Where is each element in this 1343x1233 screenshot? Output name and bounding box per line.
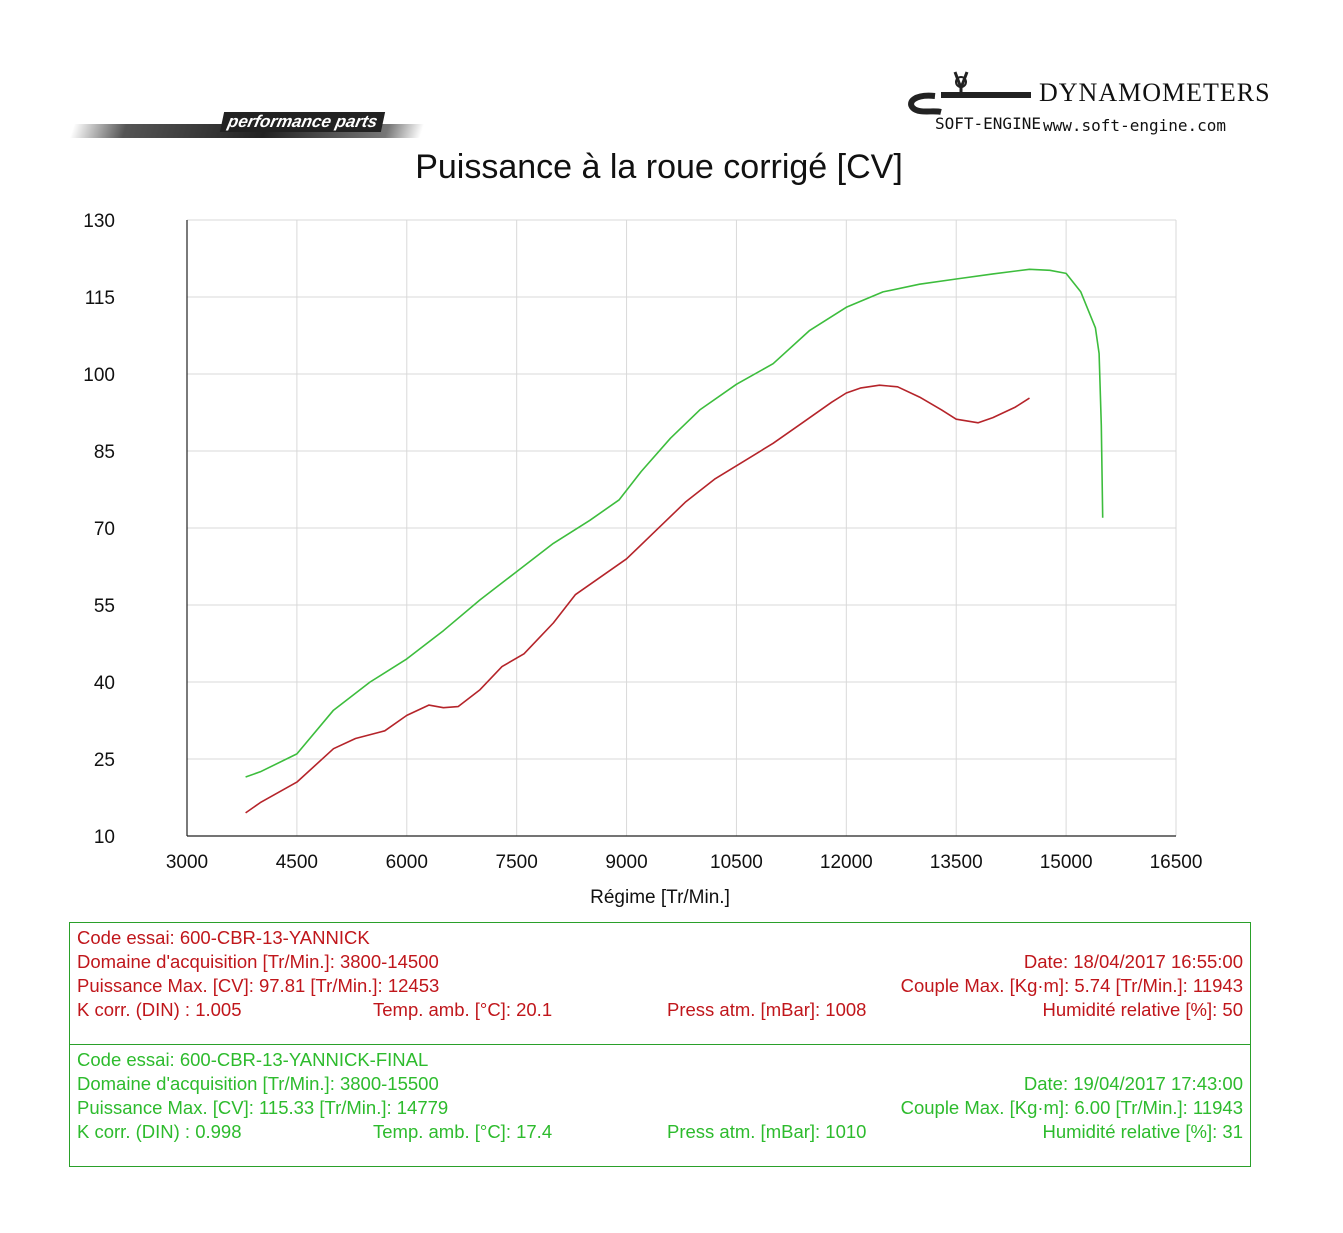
x-tick-label: 12000 xyxy=(820,852,873,873)
test-code: Code essai: 600-CBR-13-YANNICK-FINAL xyxy=(77,1049,429,1070)
brand-name: DYNAMOMETERS xyxy=(1039,78,1271,107)
power-chart: 130 115 100 85 70 55 40 25 10 3000 4500 6000 7500 90… xyxy=(83,211,1203,908)
y-tick-label: 100 xyxy=(83,365,115,386)
test-power-max: Puissance Max. [CV]: 97.81 [Tr/Min.]: 12… xyxy=(77,975,440,996)
test-power-max: Puissance Max. [CV]: 115.33 [Tr/Min.]: 1… xyxy=(77,1097,449,1118)
test-kcorr: K corr. (DIN) : 0.998 xyxy=(77,1121,242,1142)
soft-engine-brand: DYNAMOMETERS SOFT-ENGINE www.soft-engine… xyxy=(905,64,1285,144)
y-tick-label: 130 xyxy=(83,211,115,232)
test-torque-max: Couple Max. [Kg·m]: 5.74 [Tr/Min.]: 1194… xyxy=(900,975,1243,996)
test-pressure: Press atm. [mBar]: 1010 xyxy=(667,1121,867,1142)
test-domain: Domaine d'acquisition [Tr/Min.]: 3800-14… xyxy=(77,951,439,972)
brand-url: www.soft-engine.com xyxy=(1043,116,1227,135)
test-humidity: Humidité relative [%]: 50 xyxy=(1042,999,1243,1020)
test-date: Date: 18/04/2017 16:55:00 xyxy=(1023,951,1243,972)
chart-grid xyxy=(187,219,1177,836)
test-torque-max: Couple Max. [Kg·m]: 6.00 [Tr/Min.]: 1194… xyxy=(900,1097,1243,1118)
x-tick-label: 16500 xyxy=(1150,852,1203,873)
x-tick-label: 3000 xyxy=(166,852,208,873)
x-tick-label: 9000 xyxy=(605,852,647,873)
test-domain: Domaine d'acquisition [Tr/Min.]: 3800-15… xyxy=(77,1073,439,1094)
test-info-box-2: Code essai: 600-CBR-13-YANNICK-FINAL Dom… xyxy=(69,1045,1251,1167)
y-tick-labels: 130 115 100 85 70 55 40 25 10 xyxy=(83,211,115,848)
x-tick-label: 13500 xyxy=(930,852,983,873)
test-code: Code essai: 600-CBR-13-YANNICK xyxy=(77,927,370,948)
x-tick-label: 7500 xyxy=(496,852,538,873)
x-tick-label: 4500 xyxy=(276,852,318,873)
test-date: Date: 19/04/2017 17:43:00 xyxy=(1023,1073,1243,1094)
brand-logo-text: SOFT-ENGINE xyxy=(935,114,1041,133)
y-tick-label: 10 xyxy=(94,827,115,848)
y-tick-label: 25 xyxy=(94,750,115,771)
chart-axes xyxy=(186,220,1176,837)
x-tick-label: 15000 xyxy=(1040,852,1093,873)
series-line-1 xyxy=(245,384,1030,814)
x-tick-labels: 3000 4500 6000 7500 9000 10500 12000 13500 15000… xyxy=(166,852,1203,873)
test-kcorr: K corr. (DIN) : 1.005 xyxy=(77,999,242,1020)
test-info-box-1: Code essai: 600-CBR-13-YANNICK Domaine d… xyxy=(69,922,1251,1045)
test-pressure: Press atm. [mBar]: 1008 xyxy=(667,999,867,1020)
y-tick-label: 115 xyxy=(85,288,115,309)
chart-title: Puissance à la roue corrigé [CV] xyxy=(415,148,903,186)
x-tick-label: 6000 xyxy=(386,852,428,873)
soft-engine-logo-icon xyxy=(908,71,1031,115)
y-tick-label: 40 xyxy=(94,673,115,694)
logo-tagline: performance parts xyxy=(219,112,386,132)
x-tick-label: 10500 xyxy=(710,852,763,873)
y-tick-label: 85 xyxy=(94,442,115,463)
chart-series xyxy=(245,268,1104,814)
test-humidity: Humidité relative [%]: 31 xyxy=(1042,1121,1243,1142)
y-tick-label: 55 xyxy=(94,596,115,617)
test-temp: Temp. amb. [°C]: 20.1 xyxy=(373,999,553,1020)
performance-parts-logo: performance parts xyxy=(69,98,425,146)
series-line-2 xyxy=(245,268,1104,778)
y-tick-label: 70 xyxy=(94,519,115,540)
test-temp: Temp. amb. [°C]: 17.4 xyxy=(373,1121,553,1142)
x-axis-label: Régime [Tr/Min.] xyxy=(590,887,730,908)
